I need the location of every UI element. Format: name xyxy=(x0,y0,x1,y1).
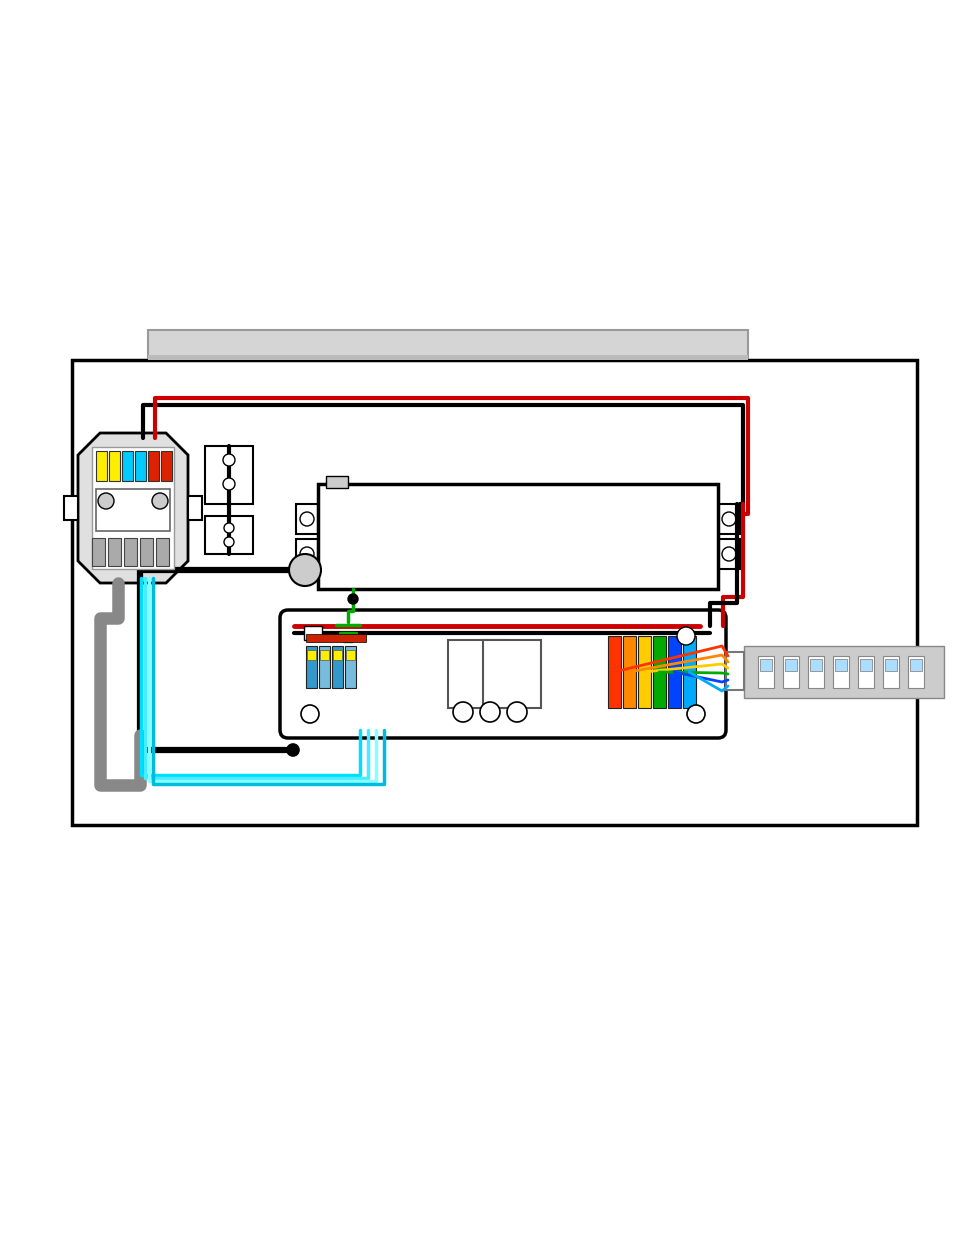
Bar xyxy=(809,659,821,671)
Bar xyxy=(718,538,740,569)
Bar xyxy=(161,451,172,480)
Bar xyxy=(71,359,916,825)
FancyBboxPatch shape xyxy=(280,610,725,739)
Circle shape xyxy=(479,701,499,722)
Circle shape xyxy=(152,493,168,509)
Bar xyxy=(205,446,253,504)
Bar xyxy=(482,640,540,708)
Circle shape xyxy=(287,743,298,756)
Circle shape xyxy=(223,454,234,466)
Bar xyxy=(834,659,846,671)
Bar xyxy=(758,656,773,688)
Circle shape xyxy=(506,701,526,722)
Bar xyxy=(857,656,873,688)
Bar xyxy=(295,504,317,534)
Circle shape xyxy=(301,705,318,722)
Bar xyxy=(319,650,329,659)
Bar xyxy=(318,646,330,688)
Circle shape xyxy=(721,547,735,561)
Bar xyxy=(317,484,718,589)
Circle shape xyxy=(677,627,695,645)
Bar xyxy=(109,451,120,480)
Bar xyxy=(832,656,848,688)
Bar xyxy=(306,646,316,688)
Bar xyxy=(326,475,348,488)
Circle shape xyxy=(348,594,357,604)
Circle shape xyxy=(98,493,113,509)
Bar xyxy=(448,640,505,708)
Bar xyxy=(156,538,169,566)
Bar xyxy=(304,626,322,640)
Bar xyxy=(725,652,743,690)
Bar xyxy=(124,538,137,566)
Bar xyxy=(638,636,650,708)
Bar xyxy=(332,646,343,688)
Bar xyxy=(148,354,747,359)
Bar xyxy=(884,659,896,671)
Bar xyxy=(333,650,341,659)
Bar xyxy=(148,330,747,358)
Polygon shape xyxy=(78,433,188,583)
Bar xyxy=(907,656,923,688)
Bar xyxy=(760,659,771,671)
Bar xyxy=(682,636,696,708)
Bar xyxy=(135,451,146,480)
Circle shape xyxy=(223,478,234,490)
Bar xyxy=(91,447,173,569)
Bar xyxy=(807,656,823,688)
Bar xyxy=(108,538,121,566)
Circle shape xyxy=(299,547,314,561)
Bar xyxy=(188,496,202,520)
Bar xyxy=(295,538,317,569)
Bar xyxy=(607,636,620,708)
Circle shape xyxy=(289,555,320,585)
Bar xyxy=(91,538,105,566)
Bar xyxy=(909,659,921,671)
Bar xyxy=(667,636,680,708)
Bar xyxy=(205,516,253,555)
Bar xyxy=(718,504,740,534)
Circle shape xyxy=(299,513,314,526)
Bar xyxy=(743,646,943,698)
Bar xyxy=(306,634,366,642)
Bar xyxy=(96,489,170,531)
Bar xyxy=(96,451,107,480)
Circle shape xyxy=(224,537,233,547)
Circle shape xyxy=(224,522,233,534)
Bar xyxy=(148,451,159,480)
Circle shape xyxy=(721,513,735,526)
Circle shape xyxy=(686,705,704,722)
Bar xyxy=(622,636,636,708)
Bar xyxy=(346,650,355,659)
Bar xyxy=(64,496,78,520)
Bar xyxy=(784,659,796,671)
Bar xyxy=(859,659,871,671)
Bar xyxy=(345,646,355,688)
Bar xyxy=(782,656,799,688)
Bar xyxy=(652,636,665,708)
Bar xyxy=(122,451,132,480)
Circle shape xyxy=(453,701,473,722)
Bar xyxy=(307,650,315,659)
Bar xyxy=(882,656,898,688)
Bar xyxy=(140,538,152,566)
